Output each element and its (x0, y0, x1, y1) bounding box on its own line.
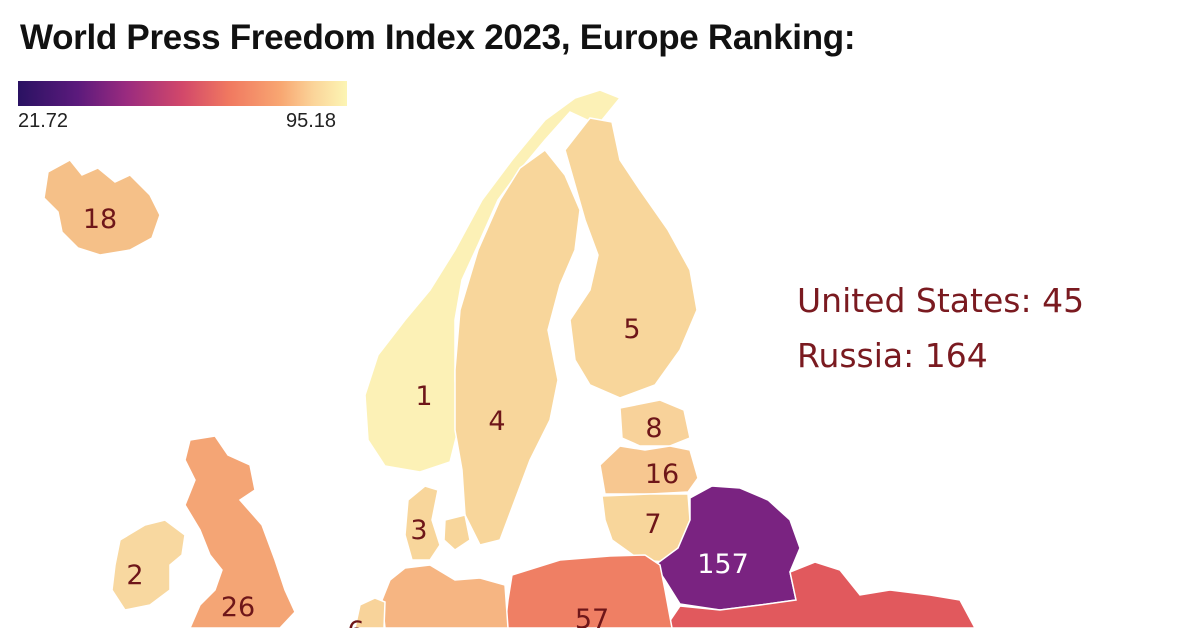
legend-max-label: 95.18 (286, 110, 337, 132)
country-latvia (599, 445, 699, 495)
rank-label-estonia: 8 (645, 413, 662, 444)
rank-label-latvia: 16 (645, 459, 679, 490)
country-ukraine (664, 561, 976, 628)
country-estonia (619, 399, 691, 447)
country-germany (381, 564, 509, 628)
rank-label-iceland: 18 (83, 204, 117, 235)
rank-label-poland: 57 (575, 604, 609, 628)
rank-label-lithuania: 7 (644, 509, 661, 540)
page-title: World Press Freedom Index 2023, Europe R… (20, 18, 856, 57)
country-iceland (43, 159, 161, 256)
rank-label-finland: 5 (623, 314, 640, 345)
country-netherlands (354, 597, 386, 628)
rank-label-norway: 1 (415, 381, 432, 412)
country-sweden (454, 148, 581, 546)
country-finland (564, 117, 698, 399)
note-russia: Russia: 164 (797, 336, 988, 375)
country-norway (364, 89, 622, 473)
color-scale-legend (18, 81, 347, 106)
country-uk (184, 435, 296, 628)
rank-label-belarus: 157 (697, 549, 749, 580)
rank-label-sweden: 4 (488, 406, 505, 437)
rank-label-netherlands: 6 (347, 616, 364, 628)
rank-label-denmark: 3 (410, 515, 427, 546)
rank-label-ireland: 2 (126, 560, 143, 591)
rank-label-uk: 26 (221, 592, 255, 623)
country-denmark (404, 485, 471, 561)
legend-min-label: 21.72 (18, 110, 69, 132)
note-united-states: United States: 45 (797, 281, 1085, 320)
country-ireland (111, 519, 186, 611)
